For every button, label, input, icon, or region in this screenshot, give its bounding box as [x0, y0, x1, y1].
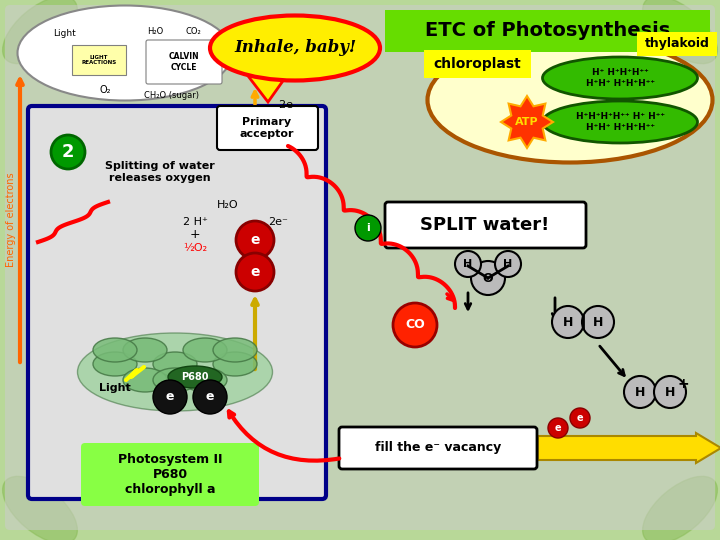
Text: Light: Light: [99, 383, 131, 393]
Text: +: +: [189, 228, 200, 241]
Ellipse shape: [183, 368, 227, 392]
Text: i: i: [366, 223, 370, 233]
Text: Light: Light: [53, 29, 76, 37]
Text: CO: CO: [405, 319, 425, 332]
Ellipse shape: [3, 476, 77, 540]
Text: H: H: [665, 386, 675, 399]
Text: e: e: [577, 413, 583, 423]
Ellipse shape: [643, 0, 717, 64]
Text: H⁺H⁺H⁺H⁺⁺ H⁺ H⁺⁺
H⁺H⁺ H⁺H⁺H⁺⁺: H⁺H⁺H⁺H⁺⁺ H⁺ H⁺⁺ H⁺H⁺ H⁺H⁺H⁺⁺: [575, 112, 665, 132]
Ellipse shape: [542, 57, 698, 99]
Ellipse shape: [428, 37, 713, 163]
FancyBboxPatch shape: [637, 32, 717, 56]
Text: -2e: -2e: [275, 100, 293, 110]
Circle shape: [455, 251, 481, 277]
Text: H: H: [503, 259, 513, 269]
Ellipse shape: [168, 366, 222, 388]
Text: e: e: [554, 423, 562, 433]
Circle shape: [236, 253, 274, 291]
Text: e: e: [251, 265, 260, 279]
Text: e: e: [206, 390, 215, 403]
Text: H⁺ H⁺H⁺H⁺⁺
H⁺H⁺ H⁺H⁺H⁺⁺: H⁺ H⁺H⁺H⁺⁺ H⁺H⁺ H⁺H⁺H⁺⁺: [585, 68, 654, 87]
Text: H: H: [593, 315, 603, 328]
Text: H₂O: H₂O: [147, 26, 163, 36]
Text: thylakoid: thylakoid: [644, 37, 709, 51]
Circle shape: [548, 418, 568, 438]
Text: P680: P680: [181, 372, 209, 382]
Text: ETC of Photosynthesis: ETC of Photosynthesis: [426, 22, 670, 40]
Text: 2: 2: [62, 143, 74, 161]
Ellipse shape: [3, 0, 77, 64]
Ellipse shape: [123, 338, 167, 362]
Text: O₂: O₂: [99, 85, 111, 95]
Circle shape: [624, 376, 656, 408]
Ellipse shape: [123, 368, 167, 392]
FancyBboxPatch shape: [146, 40, 222, 84]
Ellipse shape: [643, 476, 717, 540]
FancyBboxPatch shape: [5, 5, 715, 530]
FancyBboxPatch shape: [72, 45, 126, 75]
Text: O: O: [482, 272, 493, 285]
Polygon shape: [245, 72, 285, 102]
Text: H: H: [635, 386, 645, 399]
Ellipse shape: [542, 101, 698, 143]
Text: Splitting of water
releases oxygen: Splitting of water releases oxygen: [105, 161, 215, 183]
FancyBboxPatch shape: [217, 106, 318, 150]
Circle shape: [654, 376, 686, 408]
Ellipse shape: [78, 333, 272, 411]
Text: CO₂: CO₂: [185, 26, 201, 36]
Text: e: e: [166, 390, 174, 403]
Text: Energy of electrons: Energy of electrons: [6, 173, 16, 267]
Ellipse shape: [17, 5, 233, 100]
FancyBboxPatch shape: [339, 427, 537, 469]
Text: Inhale, baby!: Inhale, baby!: [234, 39, 356, 57]
Circle shape: [393, 303, 437, 347]
Circle shape: [355, 215, 381, 241]
Polygon shape: [501, 96, 553, 148]
Text: chloroplast: chloroplast: [433, 57, 521, 71]
Text: Primary
acceptor: Primary acceptor: [240, 117, 294, 139]
Text: Photosystem II
P680
chlorophyll a: Photosystem II P680 chlorophyll a: [118, 454, 222, 496]
Circle shape: [153, 380, 187, 414]
Ellipse shape: [153, 352, 197, 376]
FancyBboxPatch shape: [385, 202, 586, 248]
FancyBboxPatch shape: [385, 10, 710, 52]
Text: 2e⁻: 2e⁻: [268, 217, 288, 227]
Text: +: +: [678, 377, 689, 391]
Circle shape: [236, 221, 274, 259]
FancyArrow shape: [538, 433, 720, 463]
Text: LIGHT
REACTIONS: LIGHT REACTIONS: [81, 55, 117, 65]
FancyBboxPatch shape: [81, 443, 259, 506]
Circle shape: [193, 380, 227, 414]
Circle shape: [51, 135, 85, 169]
Ellipse shape: [213, 338, 257, 362]
FancyBboxPatch shape: [424, 50, 531, 78]
Circle shape: [471, 261, 505, 295]
Text: H: H: [563, 315, 573, 328]
Text: ½O₂: ½O₂: [183, 243, 207, 253]
Text: H₂O: H₂O: [217, 200, 239, 210]
Ellipse shape: [213, 352, 257, 376]
Text: CALVIN
CYCLE: CALVIN CYCLE: [168, 52, 199, 72]
Text: fill the e⁻ vacancy: fill the e⁻ vacancy: [375, 442, 501, 455]
Text: ATP: ATP: [516, 117, 539, 127]
Ellipse shape: [93, 338, 137, 362]
Ellipse shape: [210, 16, 380, 80]
Circle shape: [495, 251, 521, 277]
Ellipse shape: [153, 368, 197, 392]
Ellipse shape: [93, 352, 137, 376]
Text: e: e: [251, 233, 260, 247]
Text: SPLIT water!: SPLIT water!: [420, 216, 549, 234]
Circle shape: [582, 306, 614, 338]
Circle shape: [570, 408, 590, 428]
Circle shape: [552, 306, 584, 338]
Ellipse shape: [183, 338, 227, 362]
Text: 2 H⁺: 2 H⁺: [183, 217, 207, 227]
FancyBboxPatch shape: [28, 106, 326, 499]
Text: CH₂O (sugar): CH₂O (sugar): [145, 91, 199, 99]
Text: H: H: [464, 259, 472, 269]
